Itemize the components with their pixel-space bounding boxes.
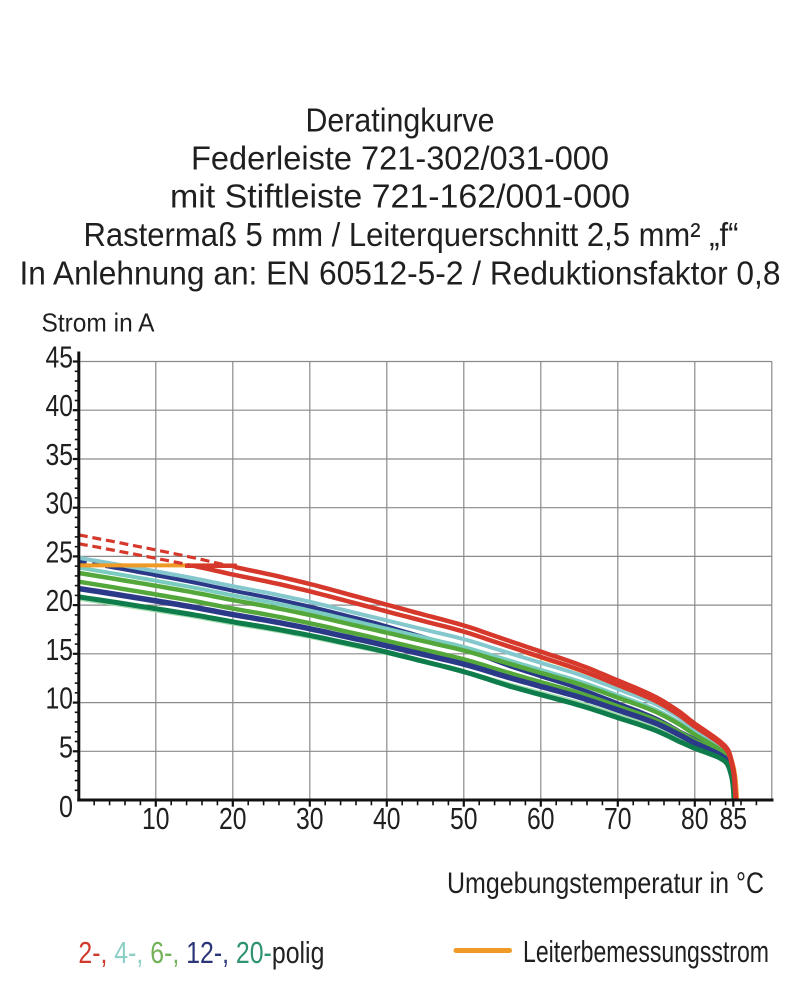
svg-text:polig: polig	[272, 935, 325, 970]
svg-text:10: 10	[46, 681, 74, 716]
svg-text:4-,: 4-,	[114, 935, 143, 970]
svg-text:60: 60	[527, 801, 555, 836]
svg-text:Leiterbemessungsstrom: Leiterbemessungsstrom	[523, 934, 769, 969]
svg-text:Deratingkurve: Deratingkurve	[306, 102, 495, 139]
svg-text:15: 15	[46, 632, 74, 667]
svg-text:80: 80	[681, 801, 709, 836]
svg-text:0: 0	[59, 789, 73, 824]
svg-text:20: 20	[46, 583, 74, 618]
svg-text:35: 35	[46, 437, 74, 472]
svg-text:5: 5	[59, 729, 73, 764]
svg-text:25: 25	[46, 534, 74, 569]
svg-text:40: 40	[373, 801, 401, 836]
svg-text:20-: 20-	[236, 935, 272, 970]
svg-text:12-,: 12-,	[186, 935, 229, 970]
svg-text:30: 30	[46, 486, 74, 521]
svg-text:Strom in A: Strom in A	[42, 308, 156, 338]
svg-text:85: 85	[720, 801, 748, 836]
svg-text:Rastermaß 5 mm / Leiterquersch: Rastermaß 5 mm / Leiterquerschnitt 2,5 m…	[84, 216, 739, 253]
svg-text:45: 45	[46, 340, 74, 375]
svg-text:10: 10	[142, 801, 170, 836]
svg-text:2-,: 2-,	[78, 935, 107, 970]
svg-text:40: 40	[46, 388, 74, 423]
svg-text:20: 20	[219, 801, 247, 836]
svg-text:In Anlehnung an: EN 60512-5-2: In Anlehnung an: EN 60512-5-2 / Reduktio…	[20, 255, 781, 292]
svg-text:30: 30	[296, 801, 324, 836]
svg-text:50: 50	[450, 801, 478, 836]
svg-text:Federleiste 721-302/031-000: Federleiste 721-302/031-000	[191, 140, 609, 177]
svg-text:70: 70	[604, 801, 632, 836]
svg-text:mit Stiftleiste 721-162/001-00: mit Stiftleiste 721-162/001-000	[170, 178, 630, 215]
svg-text:6-,: 6-,	[150, 935, 179, 970]
svg-text:Umgebungstemperatur in °C: Umgebungstemperatur in °C	[447, 867, 764, 900]
